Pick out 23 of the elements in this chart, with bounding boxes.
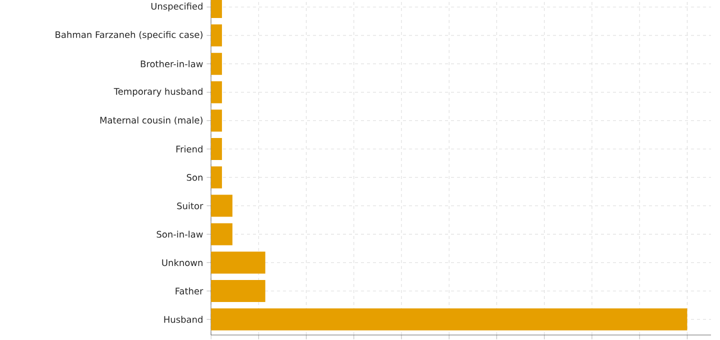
y-tick-label: Son	[186, 174, 202, 181]
y-tick-label: Father	[176, 288, 204, 294]
bar	[211, 81, 222, 104]
bar	[211, 166, 222, 188]
bar	[211, 223, 232, 246]
bar	[211, 24, 222, 46]
y-tick-label: Temporary husband	[114, 88, 202, 97]
bar	[211, 252, 266, 274]
y-tick-label: Maternal cousin (male)	[100, 116, 202, 125]
y-tick-label: Suitor	[177, 202, 204, 210]
y-tick-label: Unknown	[162, 259, 202, 266]
bar	[211, 52, 222, 75]
bar	[211, 280, 266, 302]
y-tick-label: Son-in-law	[156, 230, 203, 238]
y-tick-label: Friend	[176, 146, 202, 152]
y-tick-label: Bahman Farzaneh (specific case)	[56, 31, 202, 40]
bar	[211, 138, 222, 160]
y-tick-label: Husband	[164, 316, 202, 323]
y-tick-label: Unspecified	[151, 2, 202, 12]
bar	[211, 194, 232, 217]
y-tick-label: Brother-in-law	[140, 60, 203, 68]
bar	[211, 308, 688, 330]
bar	[211, 110, 222, 132]
